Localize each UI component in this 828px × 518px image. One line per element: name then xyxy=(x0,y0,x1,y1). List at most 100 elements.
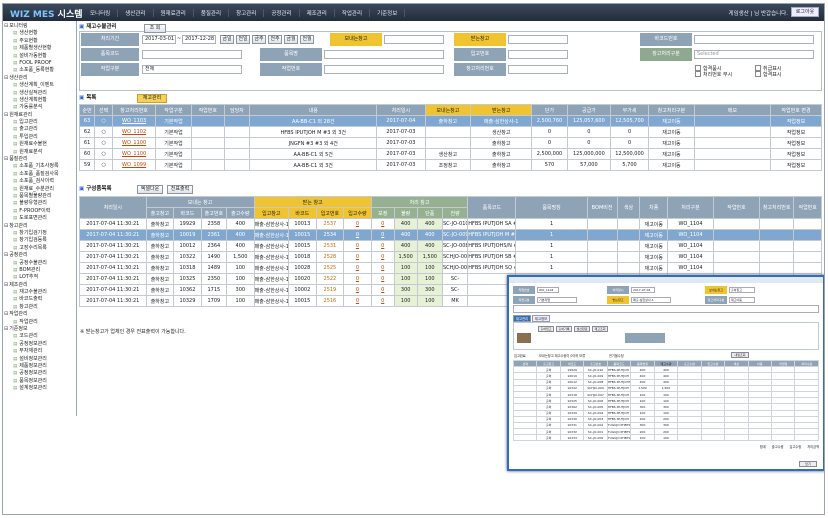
wh-type-select[interactable]: Selected xyxy=(694,50,814,59)
app-logo[interactable]: WIZ MES 시스템 xyxy=(10,10,83,20)
prevweek-button[interactable]: 전주 xyxy=(268,35,282,44)
table-row[interactable]: 61 ○ WO_1100 기본작업 JNGFN #3 #3 외 4건 2017-07-03… xyxy=(78,137,822,149)
table-row[interactable]: 2017-07-04 11:30:21 출하창고 10318 1489 100 매출-삼한… xyxy=(79,262,822,274)
table-cell[interactable]: 작업정보 xyxy=(770,126,822,138)
tree-group[interactable]: 품질관리 xyxy=(4,156,75,163)
wh-proc-no-input[interactable] xyxy=(508,65,568,74)
tree-item[interactable]: 생산계획_이벤트 xyxy=(4,82,75,89)
tree-item[interactable]: 소포품_품질검사목 xyxy=(4,171,75,178)
components-header[interactable]: 출고번호 xyxy=(200,207,228,219)
list-header[interactable]: 부가세 xyxy=(609,104,650,116)
search-button[interactable]: 조 회 xyxy=(144,24,166,33)
nav-item[interactable]: 창고관리 xyxy=(229,9,265,17)
tree-item[interactable]: 입고관리 xyxy=(4,119,75,126)
tree-item[interactable]: 설계정보관리 xyxy=(4,385,75,392)
popup-recv-input[interactable]: 매출-삼한상사-1 xyxy=(631,297,671,303)
tree-item[interactable]: 공정정보관리 xyxy=(4,370,75,377)
popup-opt-complete[interactable]: 입고완료 xyxy=(514,354,526,358)
tree-item[interactable]: 원재료수불현 xyxy=(4,141,75,148)
stock-manage-button[interactable]: 재고관리 xyxy=(137,94,167,103)
popup-work-no-input[interactable]: WO_1104 xyxy=(537,287,559,293)
table-cell[interactable]: 작업정보 xyxy=(770,159,822,171)
excel-download-button[interactable]: 엑셀다운 xyxy=(137,185,163,194)
item-code-input[interactable] xyxy=(142,50,242,59)
tree-item[interactable]: 원재료_수분관리 xyxy=(4,186,75,193)
table-row[interactable]: 2017-07-04 11:30:21 출하창고 10322 1490 1,500 매출-… xyxy=(79,251,822,263)
nav-item[interactable]: 생산관리 xyxy=(118,9,154,17)
popup-day-query-button[interactable]: 내일조회 xyxy=(731,352,749,358)
table-row[interactable]: 2017-07-04 11:30:21 출하창고 10019 2361 400 매출-삼한… xyxy=(79,229,822,241)
list-header[interactable]: 처리일시 xyxy=(376,104,426,116)
tree-group[interactable]: 기준정보 xyxy=(4,326,75,333)
tree-item[interactable]: 바코드출력 xyxy=(4,296,75,303)
tree-item[interactable]: 주요현황 xyxy=(4,38,75,45)
logout-button[interactable]: 로그아웃 xyxy=(791,7,819,17)
tree-item[interactable]: 품목별불량관리 xyxy=(4,193,75,200)
month-button[interactable]: 금월 xyxy=(284,35,298,44)
tree-item[interactable]: 공정수불관리 xyxy=(4,260,75,267)
tree-item[interactable]: 소포품_검사이력 xyxy=(4,178,75,185)
nav-item[interactable]: 제조관리 xyxy=(300,9,335,17)
week-button[interactable]: 금주 xyxy=(252,35,266,44)
tree-item[interactable]: 가동률분석 xyxy=(4,104,75,111)
list-header[interactable]: 순번 xyxy=(78,104,96,116)
barcode-input[interactable] xyxy=(694,35,814,44)
prevday-button[interactable]: 전일 xyxy=(236,35,250,44)
nav-item[interactable]: 품질관리 xyxy=(194,9,230,17)
list-header[interactable]: 내용 xyxy=(249,104,378,116)
popup-query-button[interactable]: 재고조회 xyxy=(592,326,608,332)
components-header[interactable]: 전량 xyxy=(441,207,469,219)
recv-warehouse-input[interactable] xyxy=(508,35,568,44)
tree-item[interactable]: 투입관리 xyxy=(4,134,75,141)
popup-work-type-select[interactable]: 기본작업 xyxy=(537,297,577,303)
list-header[interactable]: 받는창고 xyxy=(470,104,533,116)
tree-group[interactable]: 창고관리 xyxy=(4,223,75,230)
tree-item[interactable]: 창기입검등록 xyxy=(4,237,75,244)
handle-show-checkbox[interactable]: 취급표시 xyxy=(755,65,781,72)
components-header[interactable]: 색상 xyxy=(616,196,641,219)
tree-item[interactable]: 작업관리 xyxy=(4,319,75,326)
components-header[interactable]: 차종 xyxy=(639,196,669,219)
table-cell[interactable]: WO_1100 xyxy=(112,148,157,160)
popup-cell[interactable] xyxy=(512,434,538,442)
tree-item[interactable]: 생산현황 xyxy=(4,30,75,37)
table-row[interactable]: 59 ○ WO_1099 기본작업 AA-BB-C1 외 3건 2017-07-03 조정창… xyxy=(78,159,822,171)
table-cell[interactable]: WO_1103 xyxy=(112,115,157,127)
pass-show-checkbox[interactable]: 합격품시 xyxy=(695,65,721,72)
table-cell[interactable]: 작업정보 xyxy=(770,137,822,149)
components-header[interactable]: 바코드 xyxy=(288,207,317,219)
table-cell[interactable]: 작업정보 xyxy=(770,115,822,127)
components-header[interactable]: 출고창고 xyxy=(145,207,175,219)
table-cell[interactable]: 작업정보 xyxy=(770,148,822,160)
components-header[interactable]: 작업번호 xyxy=(712,196,760,219)
table-cell[interactable]: ○ xyxy=(94,126,114,138)
date-from-input[interactable]: 2017-03-01 xyxy=(142,35,176,44)
popup-in-button[interactable]: 출하입고 xyxy=(538,326,554,332)
popup-date-input[interactable]: 2017-07-04 xyxy=(631,287,655,293)
popup-proc-type-input[interactable]: 재고이동 xyxy=(729,297,755,303)
components-header[interactable]: 창고처리번호 xyxy=(758,196,795,219)
components-header[interactable]: 바코드 xyxy=(173,207,202,219)
table-cell[interactable]: WO_1099 xyxy=(112,159,157,171)
tree-group[interactable]: 모니터링 xyxy=(4,23,75,30)
components-header[interactable]: BOM비전 xyxy=(586,196,618,219)
popup-tab-info[interactable]: 재고정보 xyxy=(532,315,550,322)
components-header[interactable]: 입고창고 xyxy=(253,207,290,219)
list-header[interactable]: 선택 xyxy=(94,104,114,116)
popup-opt-hold[interactable]: 보내는창고 재고수량이 0이하 보류 xyxy=(539,354,586,358)
list-header[interactable]: 창고처리구분 xyxy=(648,104,695,116)
tree-item[interactable]: 출고관리 xyxy=(4,126,75,133)
table-row[interactable]: 60 ○ WO_1100 기본작업 AA-BB-C1 외 5건 2017-07-03 생산창… xyxy=(78,148,822,160)
tree-item[interactable]: 생산계획현황 xyxy=(4,97,75,104)
tree-group[interactable]: 생산관리 xyxy=(4,75,75,82)
table-cell[interactable]: ○ xyxy=(94,159,114,171)
tree-item[interactable]: 창고관리 xyxy=(4,304,75,311)
popup-tab-manage[interactable]: 재고관리 xyxy=(513,315,531,322)
print-slip-button[interactable]: 전표출력 xyxy=(167,185,193,194)
list-header[interactable]: 보내는창고 xyxy=(424,104,472,116)
popup-memo[interactable] xyxy=(513,305,819,313)
pass-mark-checkbox[interactable]: 합격표시 xyxy=(755,71,781,78)
tree-item[interactable]: 설비정보관리 xyxy=(4,356,75,363)
